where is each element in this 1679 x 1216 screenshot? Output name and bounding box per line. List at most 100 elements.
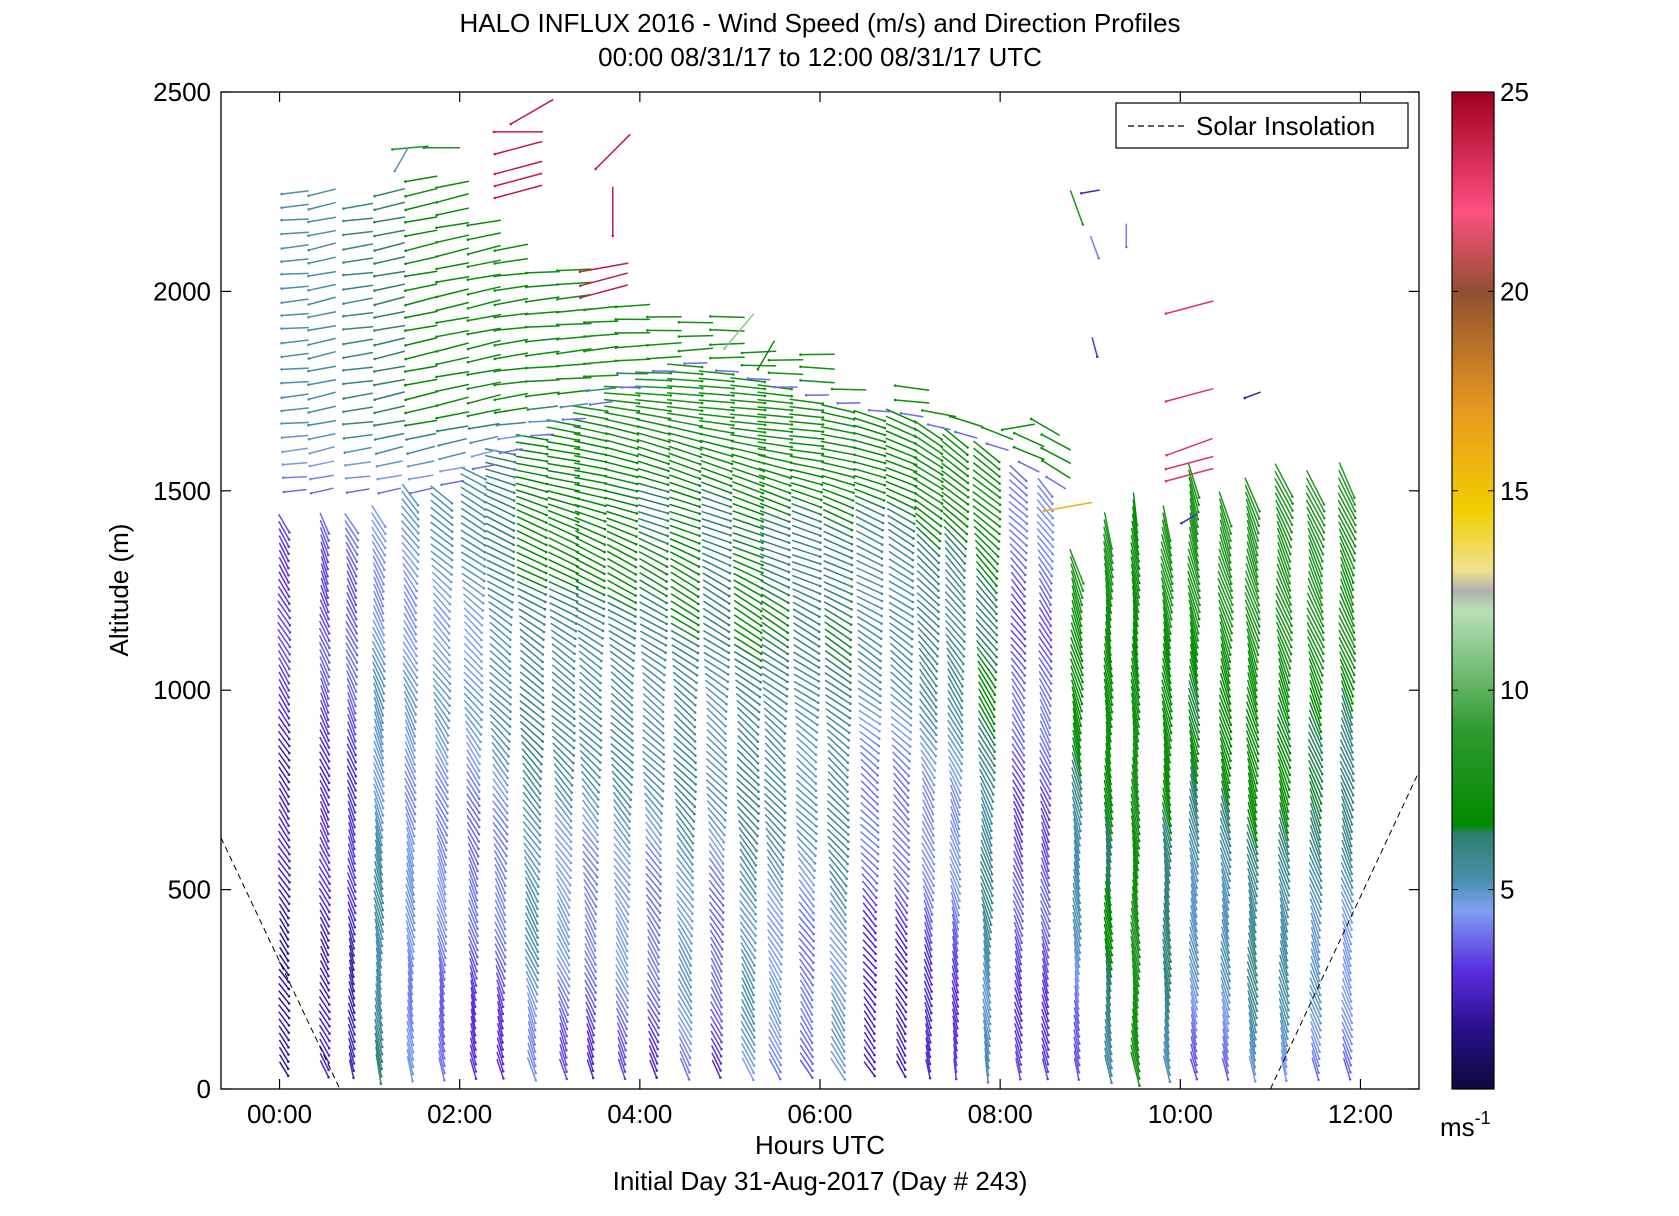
wind-barb [831, 1021, 845, 1046]
wind-barb-tip [756, 834, 759, 838]
wind-barb-tip [691, 834, 695, 838]
wind-barb-tip [961, 677, 964, 681]
wind-barb [406, 941, 414, 967]
wind-barb-tip [1019, 1063, 1023, 1066]
wind-barb-tip [450, 551, 454, 555]
wind-barb [767, 915, 783, 936]
wind-barb-tip [956, 956, 959, 959]
wind-barb-tip [411, 871, 415, 875]
wind-barb-tip [928, 1062, 932, 1066]
wind-barb-tip [630, 783, 633, 787]
wind-barb [1010, 657, 1026, 677]
wind-barb-tip [873, 1025, 876, 1028]
wind-barb-tip [509, 703, 512, 706]
wind-barb-tip [381, 908, 385, 912]
wind-barb-tip [573, 652, 576, 656]
wind-barb [975, 633, 998, 658]
wind-barb [319, 974, 330, 992]
wind-barb-tip [1110, 1059, 1113, 1063]
wind-barb [344, 527, 359, 549]
wind-barb [799, 1052, 814, 1072]
wind-barb [463, 650, 483, 670]
wind-barb [642, 707, 664, 727]
wind-barb-tip [933, 776, 936, 780]
wind-barb-tip [661, 790, 665, 793]
wind-barb-tip [327, 839, 330, 843]
wind-barb [827, 793, 849, 814]
wind-barb [734, 665, 762, 683]
wind-barb-tip [512, 550, 515, 554]
wind-barb [862, 924, 877, 941]
wind-barb-tip [846, 862, 849, 866]
wind-barb [460, 529, 486, 547]
wind-barb-tip [815, 832, 818, 835]
wind-barb-tip [997, 547, 1000, 551]
wind-barb-tip [960, 741, 964, 745]
wind-barb-tip [664, 644, 668, 647]
wind-barb [607, 550, 637, 568]
wind-barb [822, 488, 854, 502]
wind-barb [919, 683, 937, 708]
wind-barb-tip [381, 923, 385, 926]
wind-barb-tip [507, 755, 510, 758]
wind-barb-tip [879, 701, 882, 705]
wind-barb-tip [964, 547, 967, 551]
wind-barb [890, 664, 912, 685]
wind-barb-tip [1023, 588, 1026, 591]
wind-barb [951, 987, 959, 1008]
wind-barb [1011, 578, 1026, 598]
wind-barb [923, 966, 933, 986]
wind-barb [1041, 1044, 1049, 1066]
wind-barb-tip [998, 468, 1001, 471]
wind-barb-tip [780, 941, 784, 944]
wind-barb-tip [353, 811, 357, 814]
wind-barb-tip [570, 791, 573, 794]
wind-barb [794, 695, 819, 711]
wind-barb [739, 855, 757, 881]
wind-barb-tip [501, 1055, 505, 1059]
wind-barb [925, 1023, 932, 1044]
wind-barb-tip [787, 548, 791, 552]
wind-barb [896, 1038, 906, 1057]
wind-barb [1014, 1001, 1023, 1022]
wind-barb [676, 834, 694, 859]
wind-barb-tip [1108, 881, 1112, 885]
wind-barb [554, 829, 572, 850]
wind-barb [347, 1002, 356, 1021]
wind-barb [373, 689, 384, 717]
wind-barb [736, 700, 760, 721]
wind-barb [920, 749, 936, 772]
wind-barb-tip [1020, 1033, 1023, 1037]
wind-barb-tip [724, 746, 727, 750]
wind-barb [853, 453, 886, 464]
wind-barb-tip [380, 887, 384, 891]
wind-barb-tip [689, 993, 693, 996]
wind-barb [916, 585, 940, 606]
wind-barb [639, 608, 668, 625]
wind-barb [820, 454, 856, 463]
wind-barb-tip [509, 631, 512, 634]
wind-barb [407, 949, 414, 974]
wind-barb-tip [599, 710, 602, 714]
wind-barb-tip [990, 815, 994, 818]
wind-barb [610, 707, 634, 728]
wind-barb-tip [966, 474, 970, 478]
wind-barb [348, 1038, 355, 1058]
wind-barb [706, 793, 727, 814]
wind-barb-tip [475, 970, 479, 973]
wind-barb-tip [729, 534, 732, 537]
wind-barb [347, 800, 356, 821]
wind-barb [639, 572, 668, 590]
wind-barb-tip [931, 827, 935, 830]
wind-barb [922, 878, 934, 901]
wind-barb [374, 860, 383, 890]
wind-barb-tip [1108, 632, 1112, 635]
wind-barb [406, 1034, 414, 1061]
wind-barb-tip [288, 609, 291, 613]
wind-barb-tip [662, 681, 666, 684]
wind-barb-tip [790, 416, 794, 419]
wind-barb [520, 734, 543, 758]
wind-barb-tip [450, 516, 454, 519]
wind-barb-tip [752, 979, 756, 982]
wind-barb-tip [759, 624, 763, 627]
